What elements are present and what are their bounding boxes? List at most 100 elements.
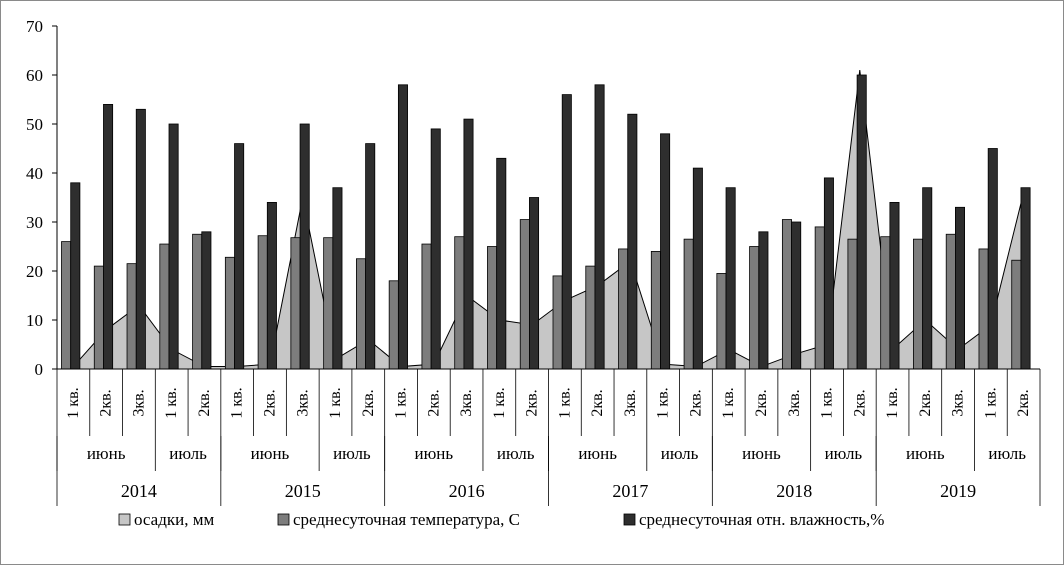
temperature-bar xyxy=(945,233,956,370)
humidity-bar xyxy=(168,123,179,370)
quarter-label: 2кв. xyxy=(425,389,442,416)
temperature-bar xyxy=(650,250,661,370)
quarter-label: 2кв. xyxy=(753,389,770,416)
temperature-bar xyxy=(61,241,72,370)
legend-swatch xyxy=(623,513,636,526)
temperature-bar xyxy=(552,275,563,370)
humidity-bar xyxy=(1020,187,1031,370)
year-label: 2018 xyxy=(776,481,812,501)
humidity-bar xyxy=(594,84,605,370)
humidity-bar xyxy=(234,143,245,370)
humidity-bar xyxy=(889,201,900,370)
humidity-bar xyxy=(332,187,343,370)
temperature-bar xyxy=(585,265,596,370)
temperature-bar xyxy=(159,243,170,370)
legend-item-temperature: среднесуточная температура, С xyxy=(277,510,520,529)
quarter-label: 3кв. xyxy=(294,389,311,416)
y-tick-label: 30 xyxy=(26,213,43,232)
month-label: июнь xyxy=(906,444,945,463)
quarter-label: 1 кв. xyxy=(491,387,508,418)
month-label: июнь xyxy=(414,444,453,463)
humidity-bar xyxy=(725,187,736,370)
humidity-bar xyxy=(823,177,834,370)
month-label: июнь xyxy=(742,444,781,463)
precipitation-area xyxy=(73,70,1024,369)
quarter-label: 1 кв. xyxy=(65,387,82,418)
humidity-bar xyxy=(529,197,540,370)
temperature-bar xyxy=(224,256,235,370)
temperature-bar xyxy=(716,273,727,370)
quarter-label: 2кв. xyxy=(687,389,704,416)
legend-item-humidity: среднесуточная отн. влажность,% xyxy=(623,510,884,529)
humidity-bar xyxy=(135,108,146,370)
temperature-bar xyxy=(847,238,858,370)
month-label: июль xyxy=(333,444,371,463)
quarter-label: 2кв. xyxy=(98,389,115,416)
quarter-label: 3кв. xyxy=(458,389,475,416)
month-label: июль xyxy=(497,444,535,463)
humidity-bar xyxy=(103,104,114,370)
quarter-label: 3кв. xyxy=(950,389,967,416)
quarter-label: 1 кв. xyxy=(556,387,573,418)
y-tick-label: 60 xyxy=(26,66,43,85)
humidity-bar xyxy=(987,148,998,370)
quarter-label: 1 кв. xyxy=(327,387,344,418)
quarter-label: 2кв. xyxy=(196,389,213,416)
temperature-bar xyxy=(93,265,104,370)
year-label: 2015 xyxy=(285,481,321,501)
quarter-label: 1 кв. xyxy=(720,387,737,418)
month-label: июнь xyxy=(251,444,290,463)
year-label: 2019 xyxy=(940,481,976,501)
humidity-bar xyxy=(70,182,81,370)
humidity-bar xyxy=(397,84,408,370)
temperature-bar xyxy=(749,246,760,370)
legend-label: среднесуточная температура, С xyxy=(293,510,520,529)
quarter-label: 1 кв. xyxy=(819,387,836,418)
humidity-bar xyxy=(955,206,966,370)
y-tick-label: 50 xyxy=(26,115,43,134)
temperature-bar xyxy=(257,235,268,370)
year-label: 2016 xyxy=(449,481,485,501)
legend-item-precipitation: осадки, мм xyxy=(118,510,214,529)
temperature-bar xyxy=(683,238,694,370)
legend-label: осадки, мм xyxy=(134,510,214,529)
temperature-bar xyxy=(421,243,432,370)
y-tick-label: 0 xyxy=(35,360,44,379)
month-label: июль xyxy=(988,444,1026,463)
month-label: июль xyxy=(661,444,699,463)
y-tick-label: 10 xyxy=(26,311,43,330)
temperature-bar xyxy=(388,280,399,370)
quarter-label: 2кв. xyxy=(851,389,868,416)
temperature-bar xyxy=(781,219,792,370)
quarter-label: 3кв. xyxy=(130,389,147,416)
quarter-label: 3кв. xyxy=(622,389,639,416)
temperature-bar xyxy=(454,236,465,370)
quarter-label: 3кв. xyxy=(786,389,803,416)
temperature-bar xyxy=(519,219,530,370)
quarter-label: 1 кв. xyxy=(655,387,672,418)
temperature-bar xyxy=(355,258,366,370)
temperature-bar xyxy=(323,237,334,370)
temperature-bar xyxy=(487,246,498,370)
humidity-bar xyxy=(430,128,441,370)
humidity-bar xyxy=(496,157,507,370)
quarter-label: 2кв. xyxy=(524,389,541,416)
quarter-label: 2кв. xyxy=(360,389,377,416)
month-label: июнь xyxy=(87,444,126,463)
temperature-bar xyxy=(978,248,989,370)
humidity-bar xyxy=(922,187,933,370)
year-label: 2017 xyxy=(612,481,648,501)
month-label: июль xyxy=(825,444,863,463)
humidity-bar xyxy=(692,167,703,370)
temperature-bar xyxy=(1011,259,1022,370)
quarter-label: 1 кв. xyxy=(884,387,901,418)
temperature-bar xyxy=(192,233,203,370)
humidity-bar xyxy=(299,123,310,370)
quarter-label: 2кв. xyxy=(589,389,606,416)
legend-label: среднесуточная отн. влажность,% xyxy=(639,510,884,529)
legend-swatch xyxy=(118,513,131,526)
year-label: 2014 xyxy=(121,481,157,501)
quarter-label: 2кв. xyxy=(917,389,934,416)
humidity-bar xyxy=(856,74,867,370)
temperature-bar xyxy=(618,248,629,370)
